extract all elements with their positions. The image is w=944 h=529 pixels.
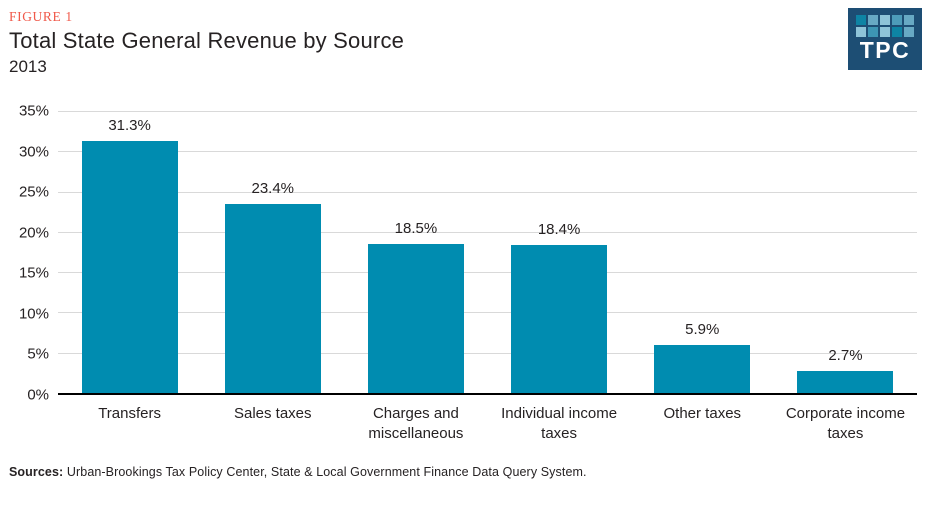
sources-note: Sources: Urban-Brookings Tax Policy Cent… — [9, 465, 944, 479]
tpc-logo-text: TPC — [859, 37, 911, 63]
logo-square-icon — [904, 27, 914, 37]
tpc-logo: TPC — [848, 8, 922, 70]
gridline — [58, 151, 917, 153]
category-label: Other taxes — [663, 405, 742, 422]
logo-square-icon — [868, 15, 878, 25]
bar — [654, 345, 751, 393]
bar — [367, 243, 464, 393]
value-label: 18.4% — [537, 220, 581, 238]
y-tick-label: 10% — [18, 305, 49, 323]
gridline — [58, 312, 917, 314]
bar-slot: 18.4% — [488, 111, 631, 393]
bar — [797, 371, 894, 393]
y-tick-label: 0% — [27, 386, 49, 404]
gridline — [58, 352, 917, 354]
y-axis: 0% 5% 10% 15% 20% 25% 30% 35% — [0, 103, 58, 404]
y-tick-label: 25% — [18, 183, 49, 201]
sources-text: Urban-Brookings Tax Policy Center, State… — [66, 465, 587, 479]
logo-square-icon — [892, 27, 902, 37]
gridline — [58, 191, 917, 193]
category-label: Charges and miscellaneous — [368, 405, 464, 442]
y-tick-label: 30% — [18, 143, 49, 161]
figure-label: FIGURE 1 — [9, 9, 73, 24]
bar-chart: 0% 5% 10% 15% 20% 25% 30% 35% 31.3% 23.4% 18.5% 18… — [0, 103, 917, 404]
bar — [511, 244, 608, 393]
logo-square-icon — [892, 15, 902, 25]
bar-slot: 18.5% — [344, 111, 487, 393]
tpc-logo-grid-icon — [856, 15, 914, 37]
gridline — [58, 111, 917, 112]
value-label: 31.3% — [108, 116, 151, 134]
category-label: Corporate income taxes — [785, 405, 906, 442]
logo-square-icon — [880, 27, 890, 37]
bar-slot: 23.4% — [201, 111, 344, 393]
y-tick-label: 5% — [27, 345, 49, 363]
gridline — [58, 272, 917, 274]
category-label: Individual income taxes — [501, 405, 618, 442]
logo-square-icon — [868, 27, 878, 37]
category-label: Sales taxes — [233, 405, 312, 422]
logo-square-icon — [880, 15, 890, 25]
bar-slot: 5.9% — [631, 111, 774, 393]
category-label: Transfers — [98, 405, 161, 422]
bar — [224, 204, 321, 393]
logo-square-icon — [856, 27, 866, 37]
y-tick-label: 15% — [18, 264, 49, 282]
y-tick-label: 20% — [18, 224, 49, 242]
bar — [81, 140, 178, 393]
logo-square-icon — [904, 15, 914, 25]
sources-label: Sources: — [9, 465, 64, 479]
gridline — [58, 231, 917, 233]
value-label: 18.5% — [394, 219, 438, 237]
figure-header: FIGURE 1 Total State General Revenue by … — [0, 0, 944, 77]
bar-slot: 31.3% — [58, 111, 201, 393]
value-label: 2.7% — [828, 347, 863, 365]
x-axis-labels: Transfers Sales taxes Charges and miscella… — [58, 404, 917, 443]
logo-square-icon — [856, 15, 866, 25]
y-tick-label: 35% — [18, 102, 49, 120]
value-label: 23.4% — [251, 180, 295, 198]
plot-area: 31.3% 23.4% 18.5% 18.4% 5.9% 2.7% — [58, 111, 917, 395]
value-label: 5.9% — [685, 321, 720, 339]
figure-subtitle: 2013 — [9, 57, 47, 76]
bar-slot: 2.7% — [774, 111, 917, 393]
page-title: Total State General Revenue by Source — [9, 28, 405, 53]
